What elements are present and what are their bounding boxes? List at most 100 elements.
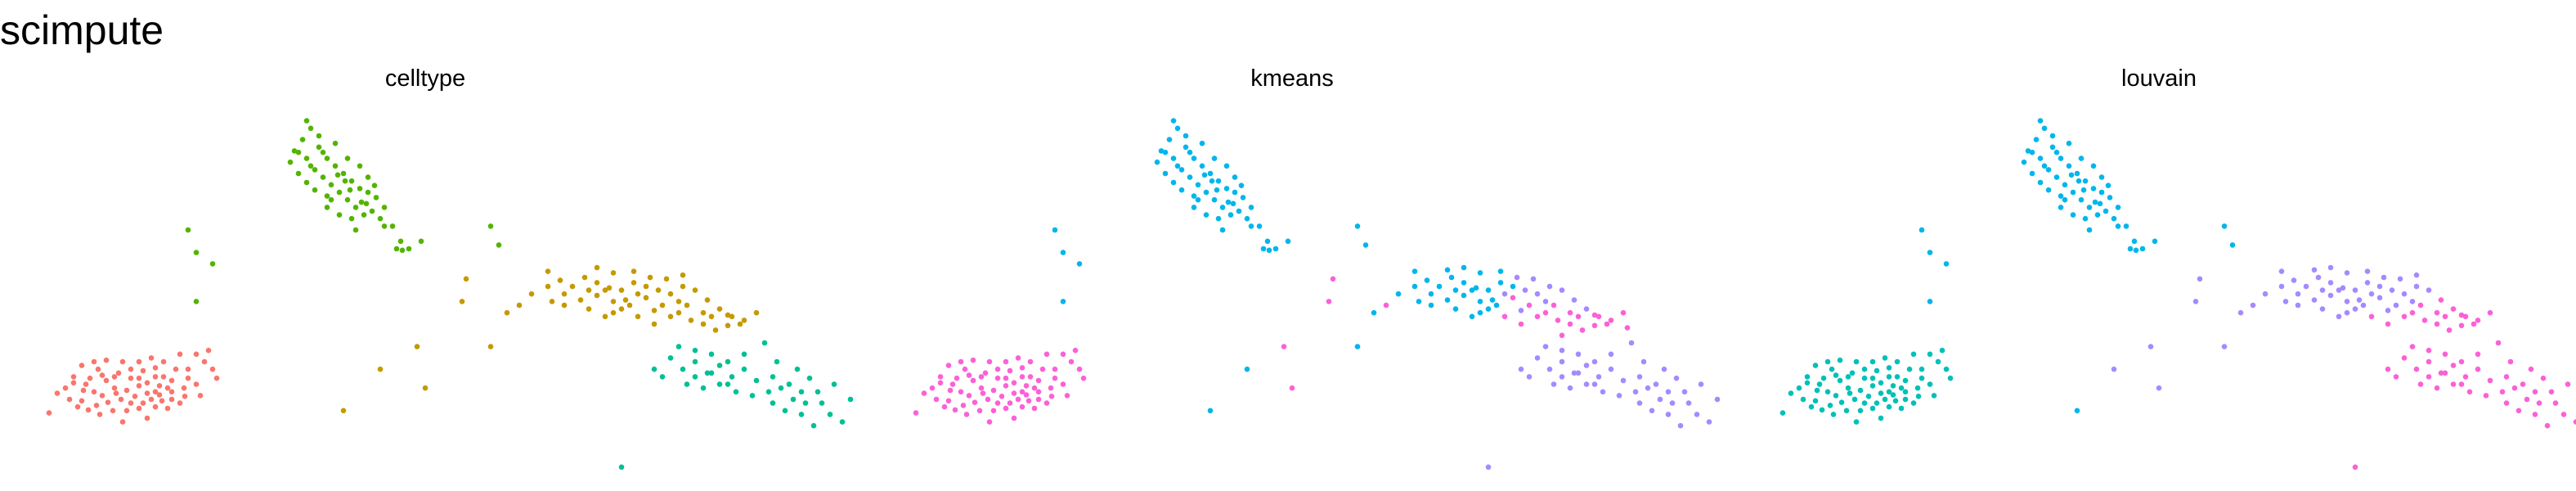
scatter-point-celltype-red-0 (70, 374, 77, 380)
scatter-point-kmeans-blue-27 (1191, 205, 1197, 210)
scatter-point-celltype-red-31 (148, 355, 155, 361)
scatter-point-louvain-cyan-47 (1898, 405, 1905, 412)
scatter-point-louvain-cyan-56 (1878, 415, 1884, 421)
scatter-point-celltype-red-60 (99, 372, 105, 378)
scatter-point-celltype-gold-20 (577, 297, 584, 303)
scatter-point-louvain-blue-10 (2053, 174, 2060, 180)
scatter-point-louvain-purple-40 (2197, 276, 2203, 282)
scatter-point-celltype-teal-22 (733, 389, 739, 395)
scatter-point-louvain-cyan-25 (1902, 389, 1909, 395)
scatter-point-celltype-gold-10 (667, 291, 674, 297)
scatter-point-celltype-red-62 (136, 375, 142, 381)
scatter-point-celltype-teal-11 (802, 400, 809, 406)
scatter-point-kmeans-pink-98 (1559, 332, 1565, 339)
scatter-point-louvain-purple-27 (2237, 309, 2244, 316)
scatter-point-louvain-purple-46 (2385, 308, 2391, 313)
scatter-point-kmeans-blue-79 (1395, 291, 1402, 297)
scatter-point-kmeans-blue-32 (1272, 246, 1279, 252)
scatter-point-louvain-blue-51 (2097, 200, 2103, 207)
scatter-point-louvain-purple-36 (2344, 309, 2350, 316)
scatter-point-louvain-cyan-52 (1830, 412, 1837, 417)
scatter-point-kmeans-purple-40 (1628, 340, 1635, 346)
scatter-point-kmeans-blue-75 (1428, 302, 1434, 309)
scatter-point-celltype-red-16 (168, 377, 175, 384)
scatter-point-kmeans-blue-19 (1219, 205, 1226, 210)
scatter-point-louvain-cyan-21 (1851, 396, 1858, 403)
scatter-point-celltype-green-2 (291, 148, 298, 154)
scatter-point-celltype-gold-25 (659, 302, 666, 309)
scatter-point-louvain-purple-7 (2364, 280, 2371, 286)
scatter-point-celltype-gold-35 (635, 313, 641, 320)
scatter-point-kmeans-pink-53 (952, 407, 958, 413)
scatter-point-celltype-gold-53 (675, 299, 682, 304)
scatter-point-louvain-blue-30 (2123, 223, 2129, 229)
scatter-point-celltype-red-72 (159, 398, 165, 404)
scatter-point-louvain-cyan-4 (1849, 370, 1856, 376)
scatter-point-kmeans-purple-14 (1632, 389, 1639, 395)
scatter-point-celltype-gold-55 (725, 312, 731, 318)
scatter-point-louvain-cyan-50 (1857, 408, 1864, 414)
scatter-point-louvain-cyan-60 (1833, 372, 1839, 378)
scatter-point-celltype-teal-1 (680, 366, 686, 372)
scatter-point-kmeans-blue-80 (1371, 309, 1377, 316)
scatter-point-louvain-blue-39 (2037, 118, 2044, 124)
scatter-point-celltype-gold-29 (712, 327, 719, 333)
scatter-point-louvain-pink-26 (2499, 389, 2506, 395)
scatter-point-celltype-red-8 (160, 374, 167, 380)
scatter-point-celltype-gold-21 (594, 292, 600, 299)
scatter-point-louvain-pink-13 (2434, 309, 2440, 316)
scatter-point-kmeans-pink-32 (1003, 358, 1009, 365)
scatter-point-kmeans-blue-87 (1354, 344, 1361, 349)
scatter-point-celltype-gold-46 (647, 274, 653, 281)
scatter-point-celltype-green-48 (320, 149, 326, 155)
scatter-point-celltype-green-50 (347, 187, 353, 193)
scatter-point-louvain-blue-19 (2086, 205, 2093, 210)
scatter-point-louvain-blue-14 (2070, 189, 2076, 196)
scatter-point-louvain-blue-11 (2062, 182, 2068, 188)
scatter-point-louvain-cyan-69 (1874, 400, 1880, 406)
scatter-point-celltype-green-26 (336, 212, 343, 218)
scatter-point-louvain-cyan-12 (1857, 387, 1864, 394)
scatter-point-celltype-red-30 (160, 358, 167, 365)
scatter-point-kmeans-pink-99 (1624, 325, 1631, 331)
scatter-point-celltype-gold-9 (655, 287, 662, 293)
scatter-point-louvain-purple-9 (2389, 287, 2395, 293)
scatter-point-kmeans-blue-9 (1154, 159, 1160, 165)
scatter-point-celltype-teal-10 (790, 396, 797, 403)
scatter-point-celltype-gold-49 (635, 291, 641, 297)
scatter-point-louvain-cyan-9 (1824, 389, 1831, 395)
scatter-point-louvain-purple-31 (2381, 274, 2387, 281)
scatter-point-louvain-pink-15 (2458, 312, 2465, 318)
scatter-point-kmeans-pink-10 (966, 393, 972, 399)
scatter-point-kmeans-pink-48 (1019, 403, 1025, 410)
scatter-point-kmeans-purple-8 (1559, 358, 1565, 365)
scatter-point-celltype-teal-20 (700, 385, 707, 391)
scatter-point-celltype-green-51 (363, 200, 370, 207)
scatter-point-kmeans-blue-41 (1219, 227, 1226, 233)
scatter-point-celltype-gold-19 (561, 291, 568, 297)
panel-louvain: louvain (1779, 65, 2576, 471)
scatter-point-louvain-blue-9 (2021, 159, 2027, 165)
scatter-point-louvain-purple-26 (2250, 302, 2256, 309)
scatter-point-celltype-green-13 (348, 178, 355, 184)
scatter-point-louvain-cyan-23 (1878, 390, 1884, 396)
scatter-point-celltype-teal-7 (753, 377, 760, 384)
scatter-point-louvain-purple-43 (2221, 344, 2228, 349)
scatter-point-kmeans-pink-39 (913, 410, 919, 416)
scatter-point-celltype-gold-45 (631, 268, 637, 274)
scatter-point-celltype-green-22 (373, 195, 379, 200)
scatter-point-celltype-gold-16 (741, 318, 747, 323)
scatter-point-kmeans-pink-63 (1019, 389, 1025, 395)
scatter-point-kmeans-blue-30 (1256, 223, 1263, 229)
scatter-point-celltype-gold-51 (651, 308, 657, 313)
scatter-point-louvain-cyan-13 (1869, 383, 1876, 389)
scatter-point-louvain-cyan-10 (1833, 393, 1839, 399)
scatter-point-louvain-blue-58 (1943, 261, 1950, 267)
scatter-point-celltype-red-11 (111, 385, 118, 391)
scatter-point-celltype-teal-30 (847, 396, 854, 403)
scatter-point-celltype-red-66 (177, 351, 183, 358)
scatter-point-celltype-teal-24 (770, 400, 776, 406)
scatter-point-louvain-cyan-70 (1861, 400, 1868, 406)
scatter-point-kmeans-blue-86 (1416, 299, 1422, 304)
